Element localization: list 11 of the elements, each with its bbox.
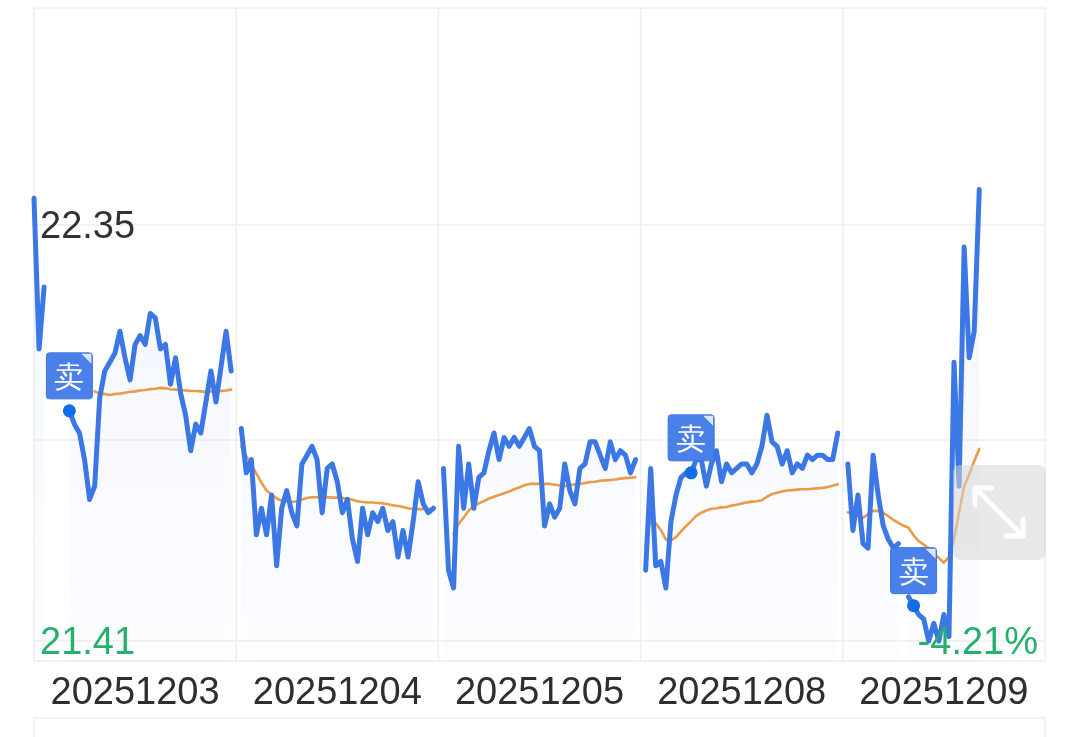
x-tick-label: 20251208	[657, 670, 827, 712]
value-label: 卖	[54, 360, 85, 394]
value-label: 卖	[676, 422, 707, 456]
x-tick-label: 20251203	[50, 670, 220, 712]
y-tick-label: 21.41	[40, 620, 136, 663]
annotation: -4.21%	[917, 620, 1038, 663]
value-label: 卖	[898, 555, 929, 589]
x-tick-label: 20251204	[252, 670, 422, 712]
x-tick-label: 20251209	[859, 670, 1029, 712]
x-tick-label: 20251205	[454, 670, 625, 712]
y-tick-label: 22.35	[40, 203, 136, 246]
